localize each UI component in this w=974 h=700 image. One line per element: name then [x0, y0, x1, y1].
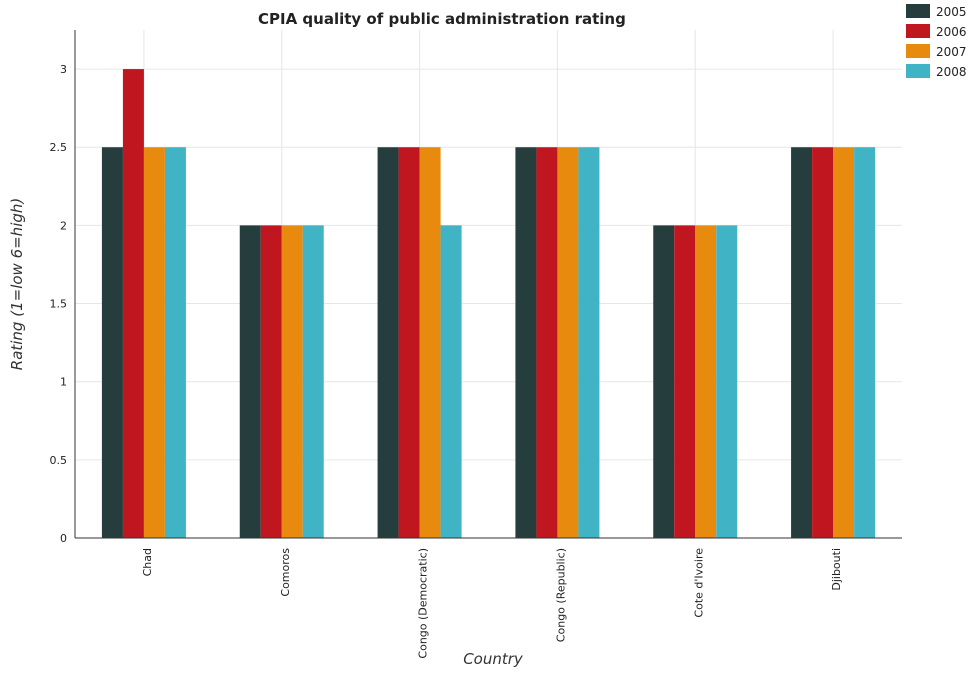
- x-tick-label: Djibouti: [830, 548, 843, 591]
- bar: [812, 147, 834, 538]
- legend-label: 2005: [936, 5, 967, 19]
- bars: [101, 69, 876, 539]
- bar: [578, 147, 600, 538]
- legend-label: 2006: [936, 25, 967, 39]
- bar: [164, 147, 186, 538]
- bar: [377, 147, 399, 538]
- axes: [74, 30, 902, 539]
- bar: [302, 225, 324, 538]
- bar: [791, 147, 813, 538]
- legend-swatch: [906, 24, 930, 38]
- x-tick-label: Congo (Democratic): [417, 548, 430, 659]
- bar: [557, 147, 579, 538]
- bar: [122, 69, 144, 539]
- y-tick-labels: 0 0.5 1 1.5 2 2.5 3: [50, 63, 68, 545]
- bar: [653, 225, 675, 538]
- bar: [239, 225, 261, 538]
- legend-label: 2007: [936, 45, 967, 59]
- bar: [440, 225, 462, 538]
- y-tick-label: 1.5: [50, 298, 68, 311]
- bar: [419, 147, 441, 538]
- bar: [716, 225, 738, 538]
- legend-swatch: [906, 64, 930, 78]
- y-tick-label: 2.5: [50, 141, 68, 154]
- x-tick-label: Chad: [141, 548, 154, 576]
- bar: [398, 147, 420, 538]
- x-tick-label: Cote d'Ivoire: [692, 548, 705, 618]
- bar: [281, 225, 303, 538]
- bar: [833, 147, 855, 538]
- bar: [260, 225, 282, 538]
- bar: [536, 147, 558, 538]
- bar: [695, 225, 717, 538]
- x-axis-label: Country: [463, 650, 524, 668]
- legend-label: 2008: [936, 65, 967, 79]
- x-tick-label: Comoros: [279, 548, 292, 597]
- y-tick-label: 3: [60, 63, 67, 76]
- x-tick-label: Congo (Republic): [554, 548, 567, 642]
- legend-swatch: [906, 44, 930, 58]
- grid: [75, 30, 902, 539]
- bar: [674, 225, 696, 538]
- x-tick-labels: Chad Comoros Congo (Democratic) Congo (Repu…: [141, 548, 843, 659]
- legend: 2005 2006 2007 2008: [906, 4, 967, 79]
- bar: [515, 147, 537, 538]
- y-axis-label: Rating (1=low 6=high): [8, 198, 26, 370]
- y-tick-label: 2: [60, 219, 67, 232]
- y-tick-label: 1: [60, 376, 67, 389]
- bar: [143, 147, 165, 538]
- y-tick-label: 0.5: [50, 454, 68, 467]
- bar: [854, 147, 876, 538]
- y-tick-label: 0: [60, 532, 67, 545]
- bar: [101, 147, 123, 538]
- chart-title: CPIA quality of public administration ra…: [258, 10, 626, 28]
- legend-swatch: [906, 4, 930, 18]
